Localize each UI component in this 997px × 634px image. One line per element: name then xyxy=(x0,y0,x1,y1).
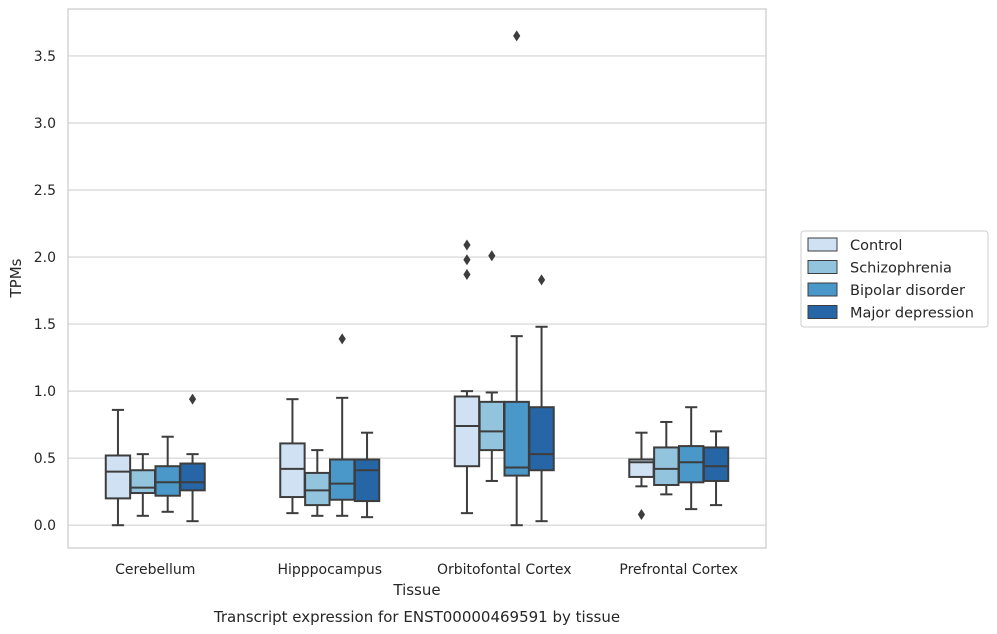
box-bipolar-disorder xyxy=(154,435,181,513)
iqr-box xyxy=(304,471,331,507)
box-schizophrenia xyxy=(478,250,506,482)
iqr-box xyxy=(353,458,381,503)
box-bipolar-disorder xyxy=(677,406,705,511)
iqr-box xyxy=(453,395,481,468)
legend-label: Major depression xyxy=(850,306,974,322)
y-tick-label: 2.0 xyxy=(34,250,56,266)
box-control xyxy=(453,239,481,515)
iqr-box xyxy=(478,400,506,452)
y-axis-label: TPMs xyxy=(7,258,25,298)
legend-swatch xyxy=(807,282,838,297)
y-tick-label: 1.5 xyxy=(34,317,56,333)
outlier-point xyxy=(637,508,646,520)
legend-swatch xyxy=(807,260,838,274)
outlier-point xyxy=(513,30,521,42)
x-axis-ticks: Cerebellum Hipppocampus Orbitofontal Corte… xyxy=(115,562,738,578)
box-major-depression xyxy=(702,430,730,507)
box-control xyxy=(104,408,132,527)
box-major-depression xyxy=(179,393,206,523)
x-tick-label: Cerebellum xyxy=(115,562,195,578)
legend-label: Bipolar disorder xyxy=(850,283,965,299)
box-schizophrenia xyxy=(653,420,680,496)
box-schizophrenia xyxy=(129,453,157,517)
box-bipolar-disorder xyxy=(328,333,356,517)
x-tick-label: Prefrontal Cortex xyxy=(619,562,738,578)
iqr-box xyxy=(677,445,705,484)
iqr-box xyxy=(179,462,206,492)
iqr-box xyxy=(702,446,730,482)
y-tick-label: 0.5 xyxy=(34,451,56,467)
iqr-box xyxy=(154,465,181,497)
iqr-box xyxy=(104,454,132,500)
legend-swatch xyxy=(807,305,838,319)
chart-caption: Transcript expression for ENST0000046959… xyxy=(213,608,620,626)
outlier-point xyxy=(537,274,546,286)
y-tick-label: 3.0 xyxy=(34,116,56,132)
iqr-box xyxy=(503,400,530,477)
x-axis-label: Tissue xyxy=(392,581,440,599)
legend-frame xyxy=(800,230,989,328)
y-axis-ticks: 0.0 0.5 1.0 1.5 2.0 2.5 3.0 3.5 xyxy=(34,49,56,534)
box-schizophrenia xyxy=(304,449,331,517)
outlier-point xyxy=(488,250,496,262)
outlier-point xyxy=(463,239,471,251)
legend-label: Control xyxy=(850,238,902,254)
iqr-box xyxy=(328,458,356,501)
x-tick-label: Orbitofontal Cortex xyxy=(437,562,572,578)
y-tick-label: 1.0 xyxy=(34,384,56,400)
outlier-point xyxy=(188,393,197,405)
outlier-point xyxy=(463,268,471,280)
y-tick-label: 3.5 xyxy=(34,49,56,65)
gridlines xyxy=(68,55,766,526)
box-major-depression xyxy=(528,274,555,523)
y-tick-label: 2.5 xyxy=(34,183,56,199)
plot-frame xyxy=(67,8,767,549)
y-tick-label: 0.0 xyxy=(34,518,56,534)
box-major-depression xyxy=(353,431,381,519)
outlier-point xyxy=(338,333,346,345)
legend-swatch xyxy=(807,237,838,252)
iqr-box xyxy=(129,469,157,495)
legend-label: Schizophrenia xyxy=(850,261,952,277)
box-plot-marks xyxy=(104,30,730,527)
x-tick-label: Hipppocampus xyxy=(277,562,382,578)
box-control xyxy=(279,398,306,515)
outlier-point xyxy=(463,254,471,266)
iqr-box xyxy=(653,446,680,486)
box-control xyxy=(628,431,655,520)
iqr-box xyxy=(279,442,306,499)
box-bipolar-disorder xyxy=(503,30,530,527)
iqr-box xyxy=(528,406,555,472)
legend: Control Schizophrenia Bipolar disorder Majo… xyxy=(800,230,989,328)
